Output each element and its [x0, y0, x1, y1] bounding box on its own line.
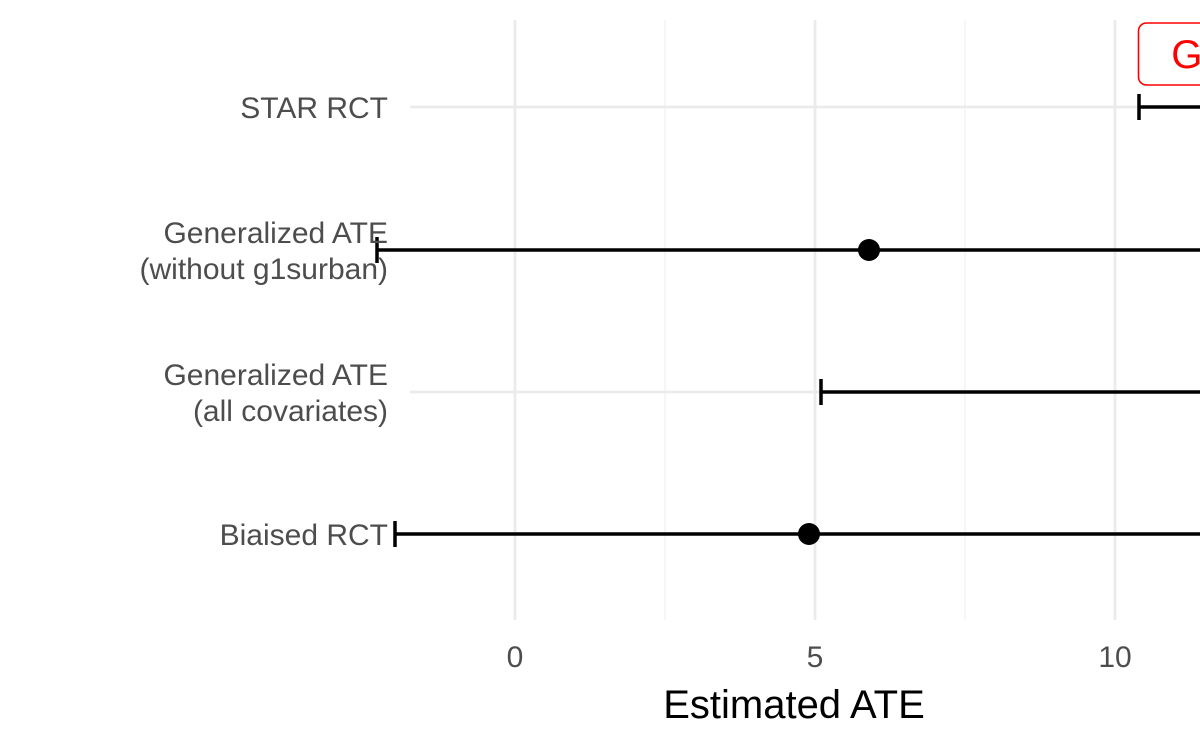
x-tick-label: 10: [1098, 641, 1131, 674]
y-tick-label: Biaised RCT: [220, 519, 388, 552]
annotation-layer: Ground truth: [1137, 22, 1200, 86]
y-tick-label: Generalized ATE (all covariates): [163, 359, 388, 428]
x-tick-label: 0: [507, 641, 524, 674]
y-tick-label: STAR RCT: [240, 92, 388, 125]
y-tick-label: Generalized ATE (without g1surban): [140, 217, 388, 286]
ground-truth-label-box: [1137, 22, 1200, 86]
errorbar-layer: [375, 94, 1200, 547]
y-tick-label-line: Biaised RCT: [220, 519, 388, 552]
y-tick-label-line: Generalized ATE: [163, 217, 388, 250]
point-layer: [798, 239, 880, 545]
y-tick-label-line: Generalized ATE: [163, 359, 388, 392]
x-tick-label: 5: [807, 641, 824, 674]
x-axis-title: Estimated ATE: [663, 683, 925, 727]
ground-truth-label: Ground truth: [1171, 33, 1200, 77]
y-tick-label-line: STAR RCT: [240, 92, 388, 125]
y-tick-label-line: (without g1surban): [140, 253, 388, 286]
y-tick-label-line: (all covariates): [193, 395, 388, 428]
estimate-point: [798, 523, 820, 545]
estimate-point: [858, 239, 880, 261]
